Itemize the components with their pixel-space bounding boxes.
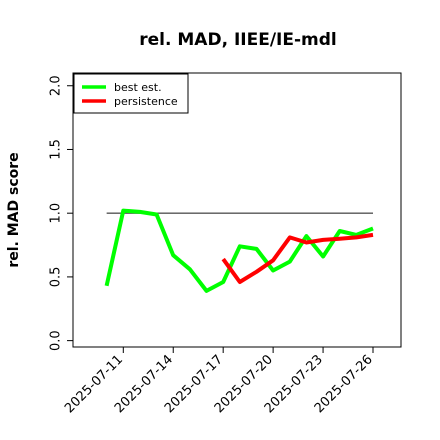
y-tick-label: 1.5 — [49, 139, 64, 160]
y-tick-label: 0.0 — [49, 330, 64, 351]
x-axis: 2025-07-112025-07-142025-07-172025-07-20… — [62, 347, 376, 416]
legend: best est. persistence — [73, 73, 189, 114]
series-lines — [104, 208, 374, 293]
y-axis-label: rel. MAD score — [6, 152, 22, 267]
legend-label-best-est: best est. — [114, 81, 162, 94]
legend-label-persistence: persistence — [114, 95, 178, 108]
y-tick-label: 2.0 — [49, 75, 64, 96]
y-tick-label: 1.0 — [49, 203, 64, 224]
series-line-persistence — [221, 232, 374, 284]
plot-frame — [72, 72, 402, 348]
y-tick-label: 0.5 — [49, 267, 64, 288]
chart-title: rel. MAD, IIEE/IE-mdl — [139, 30, 336, 50]
series-line-best-est — [104, 208, 374, 293]
y-axis: 0.0 0.5 1.0 1.5 2.0 — [49, 75, 73, 351]
legend-box — [73, 73, 189, 114]
